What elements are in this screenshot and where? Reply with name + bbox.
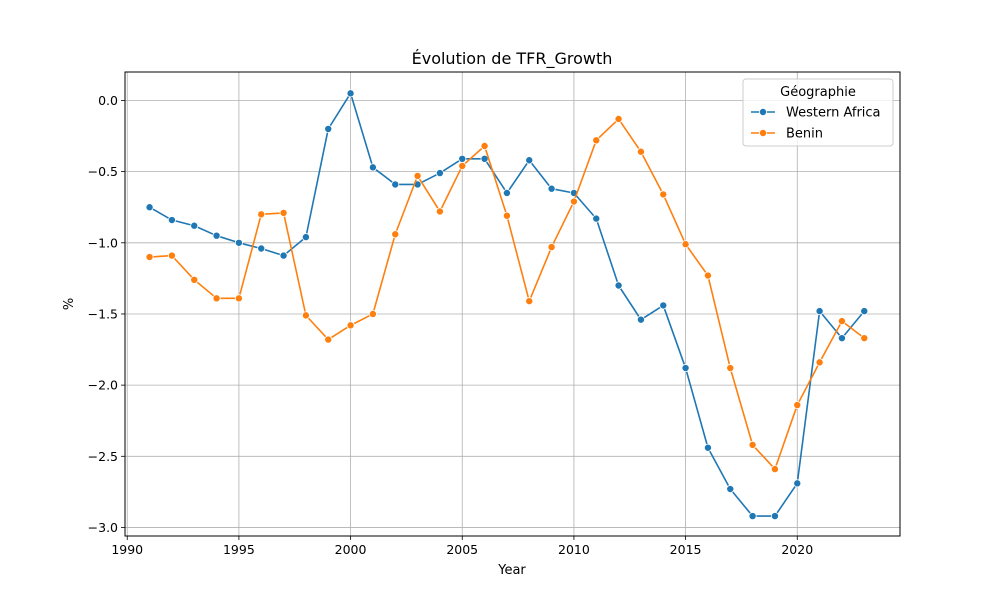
data-point-benin	[279, 208, 288, 217]
y-axis-label: %	[62, 298, 77, 310]
data-point-benin	[815, 358, 824, 367]
data-point-benin	[748, 440, 757, 449]
y-tick-label: −2.5	[88, 449, 118, 464]
y-tick-label: −0.5	[88, 164, 118, 179]
data-point-benin	[502, 211, 511, 220]
data-point-western-africa	[592, 214, 601, 223]
data-point-benin	[167, 251, 176, 260]
data-point-benin	[569, 197, 578, 206]
data-point-western-africa	[837, 334, 846, 343]
x-axis-label: Year	[497, 563, 526, 578]
data-point-western-africa	[301, 233, 310, 242]
data-point-western-africa	[525, 156, 534, 165]
legend-marker-benin	[759, 128, 768, 137]
data-point-western-africa	[391, 180, 400, 189]
legend: Géographie Western Africa Benin	[742, 78, 894, 147]
y-tick-label: −2.0	[88, 378, 118, 393]
data-point-benin	[592, 136, 601, 145]
data-point-benin	[257, 210, 266, 219]
y-tick-label: −1.5	[88, 306, 118, 321]
data-point-benin	[860, 334, 869, 343]
data-point-western-africa	[368, 163, 377, 172]
data-point-western-africa	[145, 203, 154, 212]
data-point-western-africa	[279, 251, 288, 260]
plot-frame	[124, 71, 901, 537]
y-tick-label: −1.0	[88, 235, 118, 250]
data-point-western-africa	[614, 281, 623, 290]
data-point-western-africa	[636, 315, 645, 324]
data-point-benin	[346, 321, 355, 330]
data-point-western-africa	[726, 485, 735, 494]
data-point-benin	[190, 275, 199, 284]
x-tick-label: 1995	[223, 542, 255, 557]
data-point-western-africa	[815, 307, 824, 316]
data-point-benin	[212, 294, 221, 303]
data-point-western-africa	[324, 124, 333, 133]
data-point-benin	[793, 401, 802, 410]
grid	[125, 72, 900, 536]
x-axis: 1990 1995 2000 2005 2010 2015 2020	[111, 536, 813, 557]
data-point-benin	[391, 230, 400, 239]
x-tick-label: 2000	[335, 542, 367, 557]
x-tick-label: 2015	[670, 542, 702, 557]
data-point-western-africa	[659, 301, 668, 310]
data-point-western-africa	[190, 221, 199, 230]
data-point-benin	[458, 161, 467, 170]
series-line-western-africa	[149, 92, 865, 517]
data-point-benin	[770, 465, 779, 474]
data-point-benin	[234, 294, 243, 303]
data-point-benin	[525, 297, 534, 306]
data-point-western-africa	[234, 238, 243, 247]
data-point-benin	[413, 171, 422, 180]
legend-frame	[742, 78, 894, 147]
data-point-western-africa	[346, 89, 355, 98]
data-point-benin	[547, 243, 556, 252]
data-point-western-africa	[703, 443, 712, 452]
y-tick-label: −3.0	[88, 520, 118, 535]
data-point-benin	[301, 311, 310, 320]
data-point-western-africa	[212, 231, 221, 240]
data-point-benin	[726, 364, 735, 373]
data-point-benin	[681, 240, 690, 249]
data-point-benin	[480, 142, 489, 151]
data-point-benin	[435, 207, 444, 216]
data-point-benin	[368, 309, 377, 318]
x-tick-label: 1990	[111, 542, 143, 557]
data-point-benin	[636, 147, 645, 156]
legend-label-western-africa: Western Africa	[786, 106, 881, 121]
chart-title: Évolution de TFR_Growth	[412, 49, 613, 69]
data-point-benin	[324, 335, 333, 344]
data-point-benin	[703, 271, 712, 280]
data-point-western-africa	[458, 154, 467, 163]
data-point-western-africa	[748, 512, 757, 521]
data-point-western-africa	[860, 307, 869, 316]
data-point-benin	[659, 190, 668, 199]
data-point-western-africa	[770, 512, 779, 521]
data-point-benin	[614, 114, 623, 123]
data-point-western-africa	[167, 216, 176, 225]
data-point-western-africa	[502, 188, 511, 197]
x-tick-label: 2010	[558, 542, 590, 557]
x-tick-label: 2020	[781, 542, 813, 557]
data-point-western-africa	[681, 364, 690, 373]
legend-title: Géographie	[780, 85, 856, 100]
data-point-western-africa	[547, 184, 556, 193]
data-point-western-africa	[257, 244, 266, 253]
data-point-benin	[145, 253, 154, 262]
x-tick-label: 2005	[446, 542, 478, 557]
data-point-western-africa	[793, 479, 802, 488]
series-layer	[145, 89, 869, 521]
legend-label-benin: Benin	[786, 127, 823, 142]
legend-marker-western-africa	[759, 108, 768, 117]
y-tick-label: 0.0	[98, 93, 118, 108]
data-point-western-africa	[435, 169, 444, 178]
y-axis: 0.0 −0.5 −1.0 −1.5 −2.0 −2.5 −3.0	[88, 93, 125, 535]
data-point-benin	[837, 317, 846, 326]
